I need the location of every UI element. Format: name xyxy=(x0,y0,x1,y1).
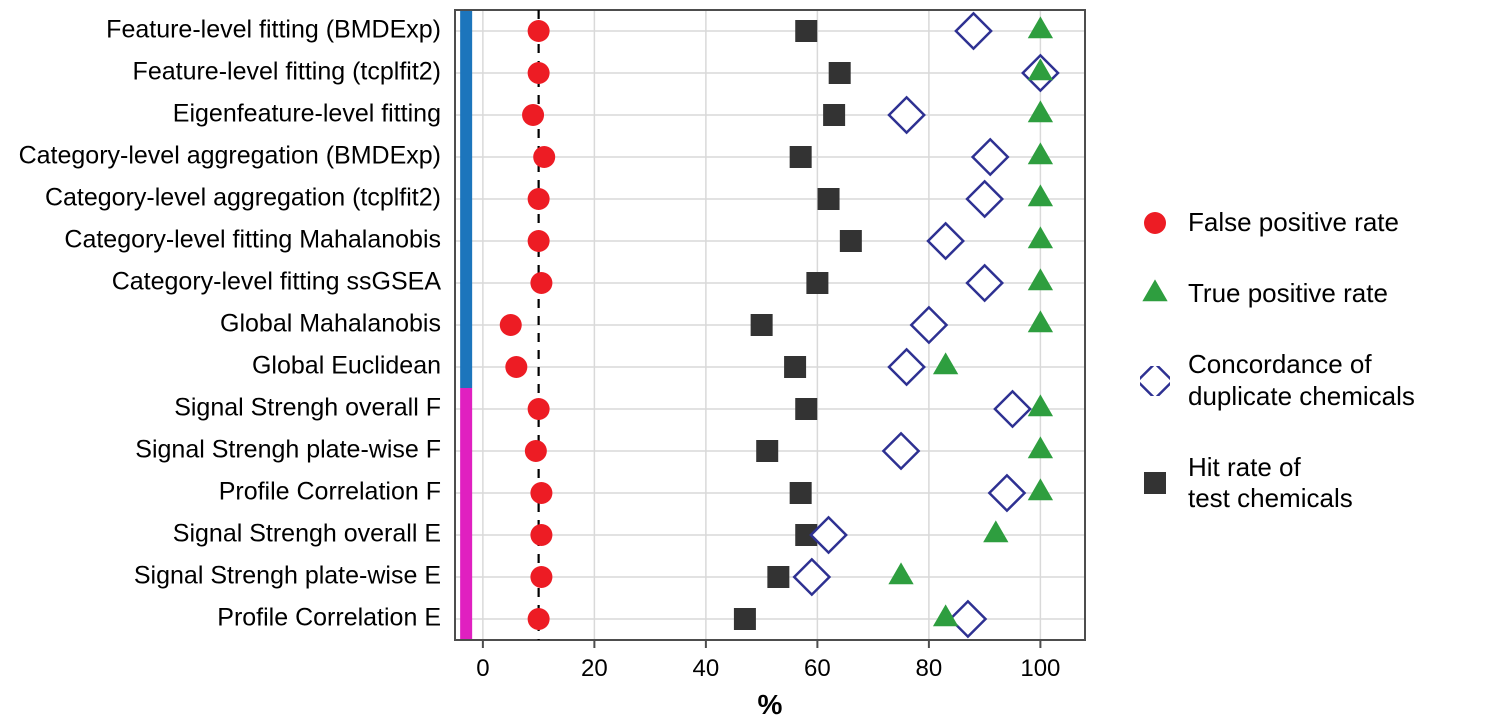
y-tick-label: Category-level fitting Mahalanobis xyxy=(64,226,441,254)
x-tick-label: 100 xyxy=(1020,655,1060,682)
legend-entry: Hit rate of test chemicals xyxy=(1140,452,1500,514)
legend-entry: Concordance of duplicate chemicals xyxy=(1140,349,1500,411)
y-tick-label: Category-level fitting ssGSEA xyxy=(112,268,442,296)
y-tick-label: Feature-level fitting (BMDExp) xyxy=(106,16,441,44)
y-tick-label: Feature-level fitting (tcplfit2) xyxy=(133,58,441,86)
x-tick-label: 60 xyxy=(804,655,831,682)
concordance-swatch-icon xyxy=(1140,366,1170,396)
x-tick-label: 0 xyxy=(476,655,489,682)
legend-label: Hit rate of test chemicals xyxy=(1188,452,1353,514)
legend-entry: False positive rate xyxy=(1140,207,1500,238)
y-tick-label: Profile Correlation F xyxy=(219,478,441,506)
y-tick-label: Category-level aggregation (BMDExp) xyxy=(19,142,441,170)
true_positive-swatch-icon xyxy=(1140,279,1170,309)
dotplot-chart: Feature-level fitting (BMDExp) Feature-le… xyxy=(0,0,1110,721)
false_positive-swatch-icon xyxy=(1140,208,1170,238)
y-tick-label: Global Mahalanobis xyxy=(220,310,441,338)
legend-label: False positive rate xyxy=(1188,207,1399,238)
x-tick-label: 40 xyxy=(693,655,720,682)
y-tick-label: Signal Strengh plate-wise E xyxy=(134,562,441,590)
x-axis-label: % xyxy=(758,689,783,720)
y-tick-label: Profile Correlation E xyxy=(217,604,441,632)
y-tick-label: Global Euclidean xyxy=(252,352,441,380)
x-tick-label: 20 xyxy=(581,655,608,682)
x-tick-label: 80 xyxy=(916,655,943,682)
y-tick-label: Signal Strengh overall E xyxy=(173,520,441,548)
legend-label: True positive rate xyxy=(1188,278,1388,309)
y-tick-label: Signal Strengh overall F xyxy=(174,394,441,422)
legend-entry: True positive rate xyxy=(1140,278,1500,309)
y-tick-label: Category-level aggregation (tcplfit2) xyxy=(45,184,441,212)
hit_rate-swatch-icon xyxy=(1140,468,1170,498)
legend-label: Concordance of duplicate chemicals xyxy=(1188,349,1415,411)
y-tick-label: Signal Strengh plate-wise F xyxy=(135,436,441,464)
legend: False positive rate True positive rate Con… xyxy=(1110,0,1500,721)
y-tick-label: Eigenfeature-level fitting xyxy=(173,100,441,128)
